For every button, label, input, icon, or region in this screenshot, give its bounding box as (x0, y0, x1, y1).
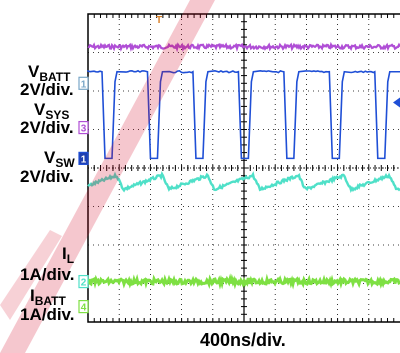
channel-marker-box (78, 120, 89, 135)
label-il: IL (62, 244, 75, 266)
channel-marker-il: 2 (78, 274, 89, 289)
scale-vsys: 2V/div. (20, 118, 74, 137)
watermark (0, 0, 215, 353)
x-axis-label: 400ns/div. (200, 330, 286, 350)
label-vsys: VSYS (34, 100, 70, 122)
scale-ibatt: 1A/div. (20, 305, 75, 324)
channel-marker-box (78, 151, 89, 165)
channel-marker-box (78, 76, 89, 90)
channel-marker-box (78, 274, 89, 289)
channel-markers: 1 3 1 2 4 T (78, 15, 400, 314)
scale-il: 1A/div. (20, 265, 75, 284)
trace-vsys (87, 41, 400, 53)
channel-marker-box (78, 300, 89, 314)
channel-marker-ibatt: 4 (78, 300, 89, 314)
scope-traces (86, 41, 400, 290)
channel-marker-text: 1 (81, 79, 87, 90)
label-vsw: VSW (44, 148, 75, 170)
label-ibatt: IBATT (30, 286, 66, 308)
scope-grid (87, 13, 400, 323)
channel-marker-text: 2 (81, 278, 87, 289)
channel-marker-text: 3 (81, 124, 87, 135)
channel-marker-text: 4 (81, 303, 87, 314)
label-vbatt: VBATT (28, 62, 71, 84)
trigger-marker: T (156, 15, 162, 26)
watermark-stroke (0, 230, 62, 320)
trace-ibatt (86, 273, 400, 290)
trace-vsw (87, 69, 400, 160)
channel-marker-vbatt: 1 (78, 76, 89, 90)
watermark-band (0, 0, 215, 353)
channel-marker-vsys: 3 (78, 120, 89, 135)
channel-marker-vsw: 1 (78, 151, 89, 165)
trace-il (87, 170, 400, 193)
scale-vsw: 2V/div. (20, 167, 74, 186)
trigger-level-arrow (393, 97, 400, 108)
scale-vbatt: 2V/div. (20, 80, 74, 99)
channel-marker-text: 1 (81, 154, 87, 165)
